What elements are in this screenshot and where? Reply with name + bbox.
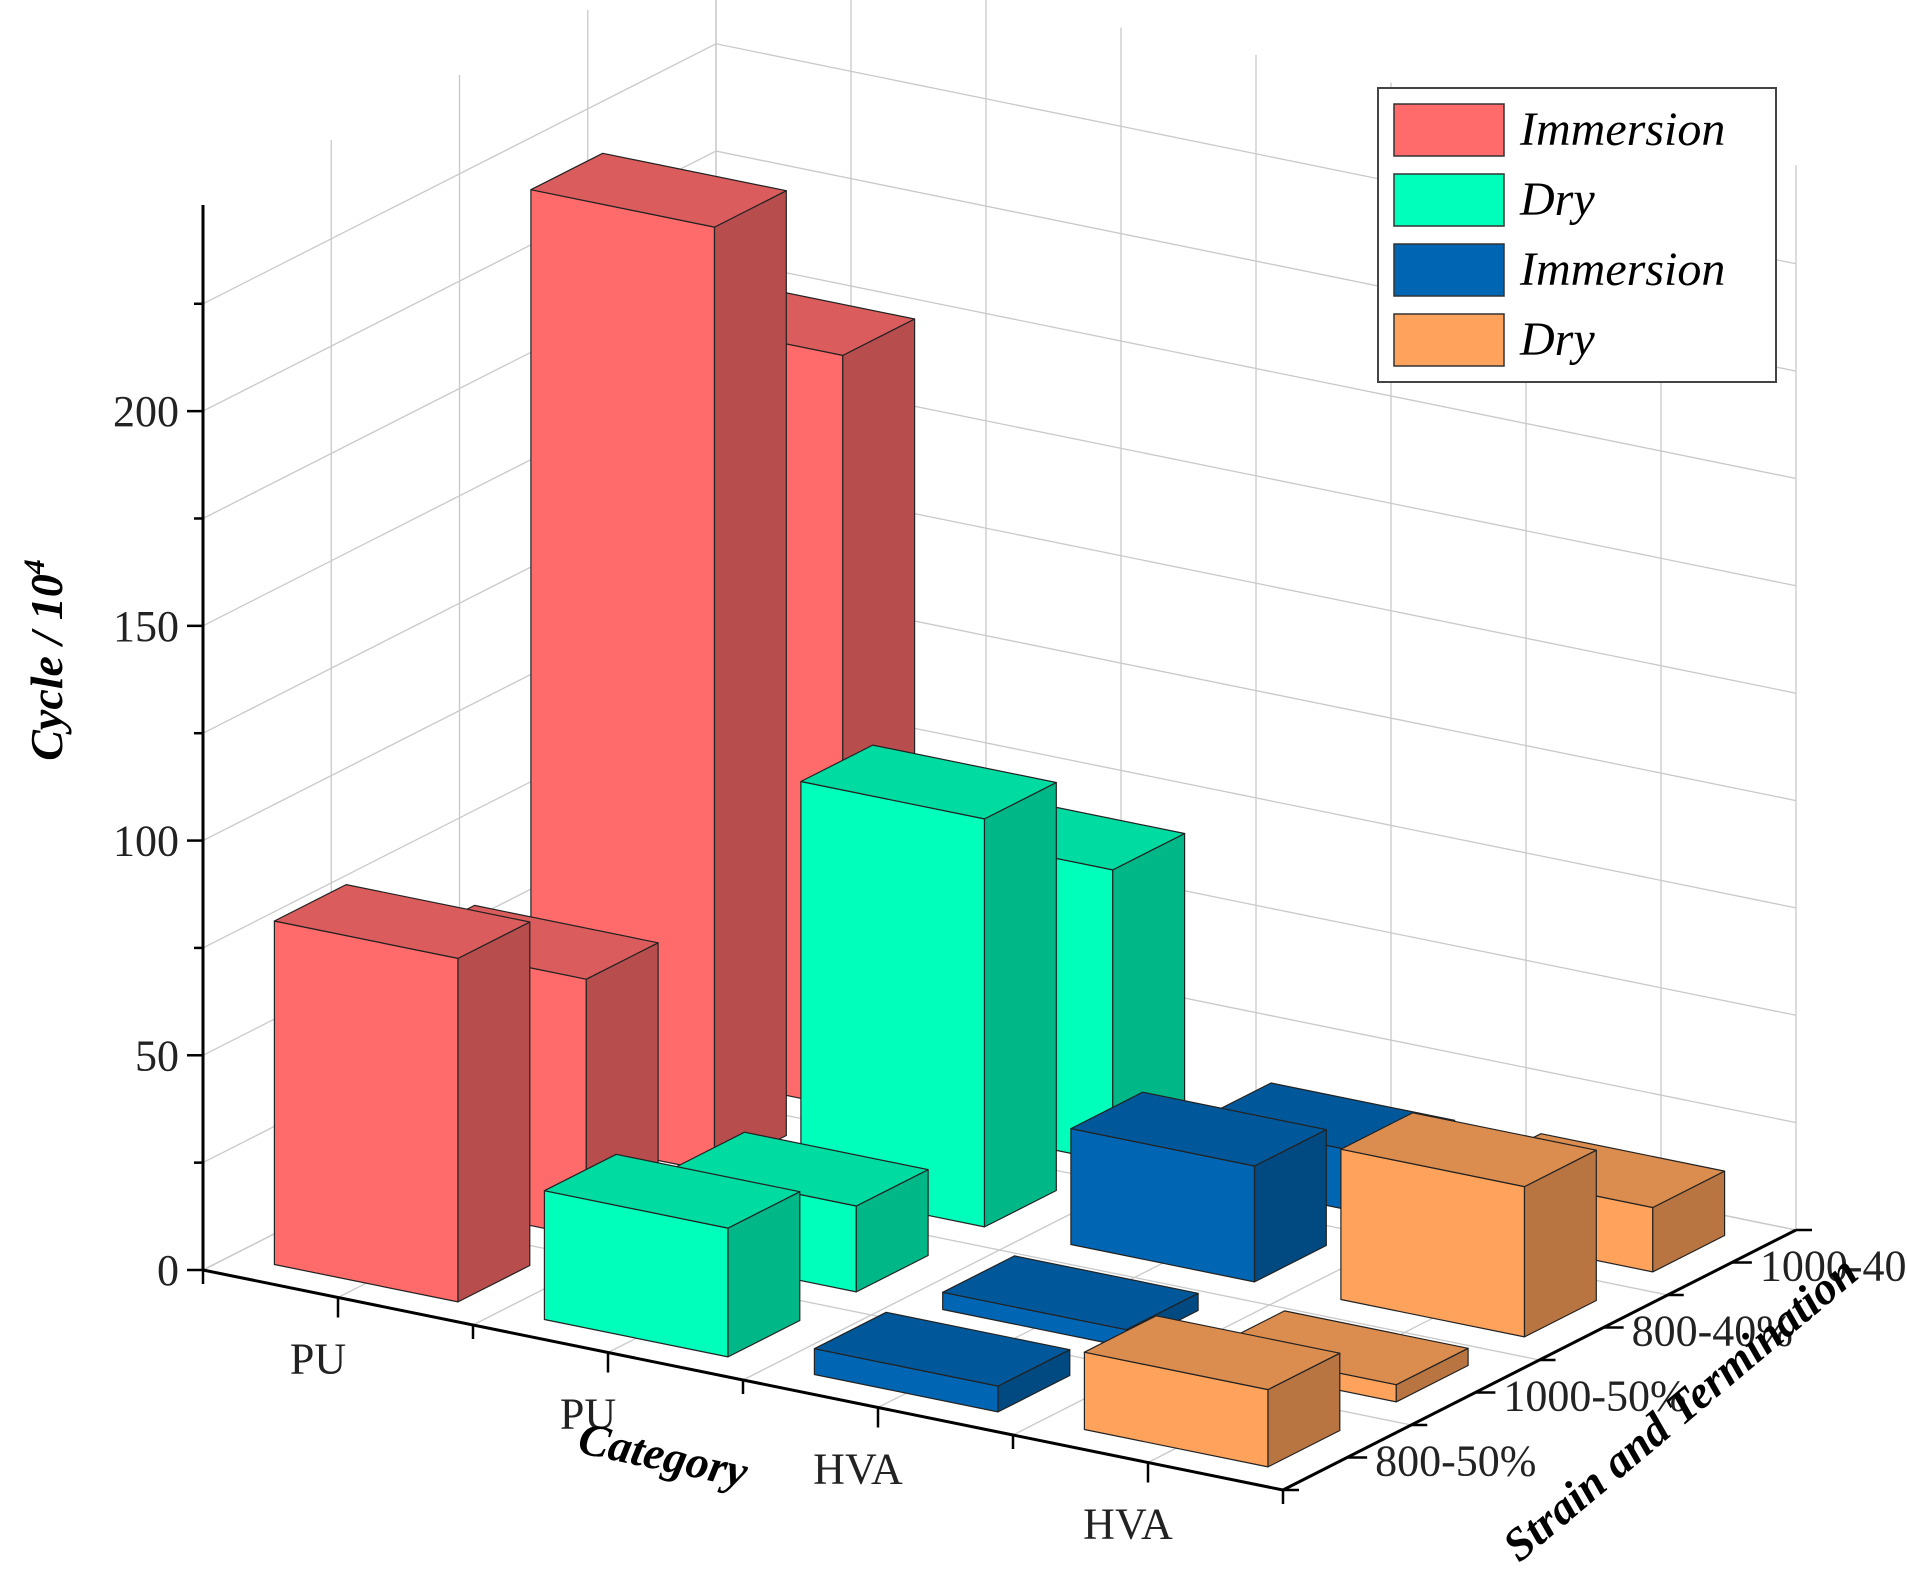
y-tick-label: 1000-50%: [1503, 1372, 1686, 1421]
bar-hva-dry-0: [1083, 1315, 1341, 1468]
z-axis-title: Cycle / 104: [18, 559, 72, 761]
bar-top: [1340, 1112, 1597, 1188]
axes: [187, 205, 1812, 1504]
legend-swatch: [1393, 103, 1505, 157]
bar-pu-dry-0: [543, 1153, 801, 1358]
x-tick-label: PU: [560, 1390, 616, 1439]
bar-side: [457, 921, 531, 1303]
legend-swatch: [1393, 173, 1505, 227]
bar-top: [273, 883, 531, 960]
bar-top: [800, 744, 1057, 820]
z-tick-label: 150: [113, 602, 179, 651]
labels: 0 50 100 150 200 PU PU HVA HVA 800-50% 1000-50% 800…: [113, 387, 1907, 1548]
bar-side: [713, 190, 787, 1173]
legend-label: Immersion: [1519, 243, 1725, 296]
x-axis-title: Category: [574, 1412, 753, 1498]
x-tick-label: HVA: [813, 1445, 903, 1494]
y-tick-label: 800-40%: [1632, 1307, 1793, 1356]
bar-top: [813, 1311, 1071, 1387]
bar-front: [273, 920, 459, 1303]
bar-side: [983, 781, 1057, 1228]
bar-top: [543, 1153, 801, 1229]
z-tick-label: 100: [113, 817, 179, 866]
z-tick-label: 0: [157, 1246, 179, 1295]
legend-label: Dry: [1519, 173, 1595, 226]
legend-swatch: [1393, 313, 1505, 367]
y-tick-label: 800-50%: [1375, 1437, 1536, 1486]
z-tick-label: 200: [113, 387, 179, 436]
bar-hva-immersion-0: [813, 1311, 1071, 1413]
x-tick-label: PU: [290, 1335, 346, 1384]
legend-swatch: [1393, 243, 1505, 297]
bar-hva-immersion-2: [1070, 1091, 1327, 1283]
y-tick-label: 1000-40%: [1760, 1242, 1907, 1291]
legend: Immersion Dry Immersion Dry: [1377, 87, 1777, 383]
bar-pu-immersion-0: [273, 883, 531, 1303]
bars: [273, 152, 1726, 1468]
gridline-z-minor: [202, 472, 1797, 734]
legend-label: Immersion: [1519, 103, 1725, 156]
bar-hva-dry-2: [1340, 1112, 1597, 1338]
z-tick-label: 50: [135, 1031, 179, 1080]
bar-top: [942, 1255, 1199, 1331]
legend-label: Dry: [1519, 313, 1595, 366]
gridline-z: [202, 365, 1797, 627]
x-tick-label: HVA: [1083, 1500, 1173, 1549]
bar-top: [530, 152, 787, 228]
bar-top: [1070, 1091, 1327, 1167]
bar-pu-dry-2: [800, 744, 1057, 1228]
bar-top: [1083, 1315, 1341, 1391]
